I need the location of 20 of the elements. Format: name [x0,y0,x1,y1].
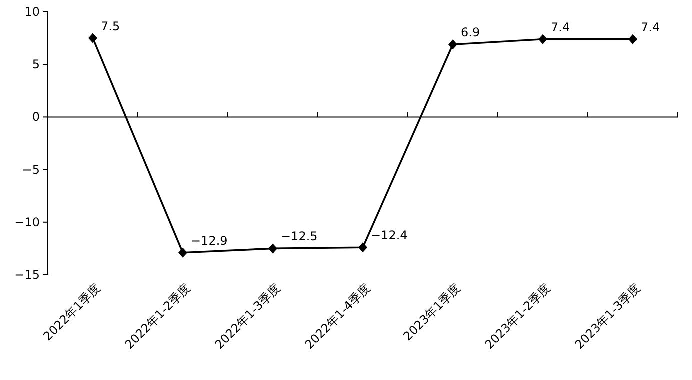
y-tick-label: 0 [32,110,40,124]
point [178,248,188,258]
data-label: 7.4 [551,20,570,34]
point [358,242,368,253]
data-label: −12.9 [191,234,228,248]
data-label: −12.5 [281,230,318,244]
point [268,244,278,254]
data-label: 7.5 [101,19,120,34]
point [88,33,98,44]
data-label: −12.4 [371,228,408,243]
point [538,34,548,44]
y-tick-label: 10 [24,5,40,19]
y-tick-label: −15 [14,268,40,282]
point [628,34,638,44]
point [448,40,458,50]
y-tick-label: −10 [14,215,40,230]
data-label: 7.4 [641,20,660,34]
y-tick-label: −5 [22,162,40,177]
y-tick-label: 5 [32,58,40,72]
data-label: 6.9 [461,26,480,40]
